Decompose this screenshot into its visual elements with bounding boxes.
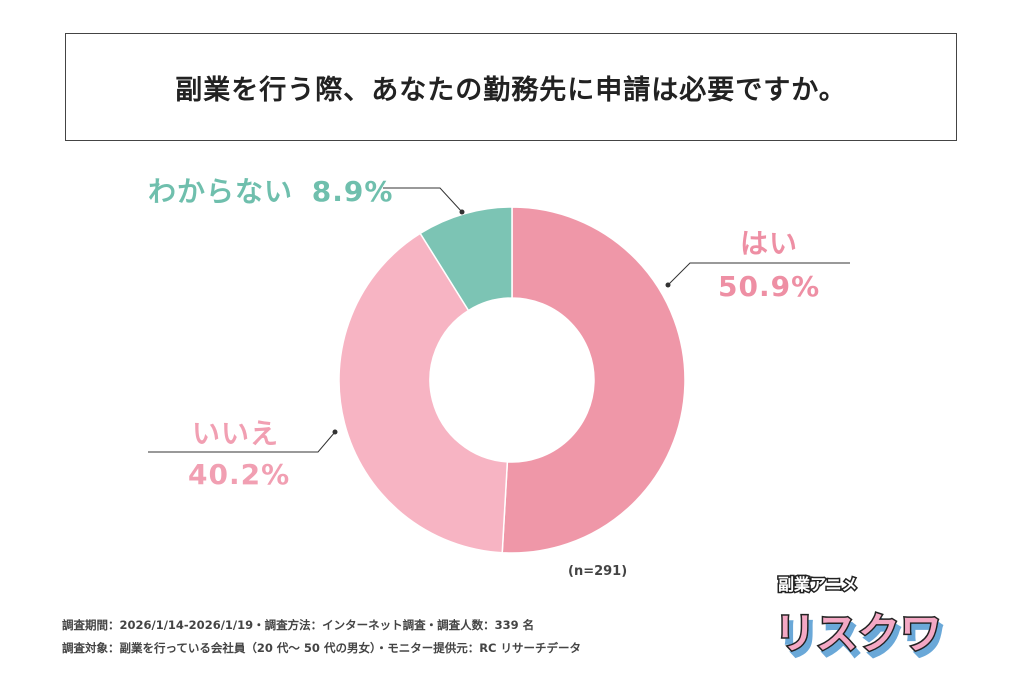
leader-dot-wakaranai bbox=[459, 209, 465, 215]
slice-label-hai: はい bbox=[740, 227, 799, 260]
leader-lines bbox=[148, 187, 850, 453]
leader-line-iie bbox=[148, 431, 336, 453]
slice-label: わからない bbox=[148, 175, 294, 208]
footer-line-2: 調査対象：副業を行っている会社員（20 代～ 50 代の男女）・モニター提供元：… bbox=[62, 641, 581, 655]
leader-dot-iie bbox=[332, 429, 338, 435]
leader-line-hai bbox=[667, 262, 850, 286]
leader-dot-hai bbox=[665, 282, 671, 288]
sample-size: (n=291) bbox=[568, 564, 628, 579]
logo-small-text: 副業アニメ bbox=[778, 575, 858, 594]
donut-slice-1 bbox=[338, 232, 509, 554]
leader-line-wakaranai bbox=[383, 187, 463, 213]
logo-big-text: リスクワ bbox=[774, 609, 942, 658]
title-box: 副業を行う際、あなたの勤務先に申請は必要ですか。 bbox=[65, 33, 957, 141]
slice-value: 8.9% bbox=[311, 175, 394, 208]
donut-slice-0 bbox=[501, 206, 686, 554]
risukuwa-logo: 副業アニメ リスクワ bbox=[773, 574, 944, 660]
donut-slice-2 bbox=[419, 206, 513, 312]
slice-value-hai: 50.9% bbox=[718, 270, 821, 303]
slice-label-iie: いいえ bbox=[192, 417, 280, 450]
chart-title: 副業を行う際、あなたの勤務先に申請は必要ですか。 bbox=[175, 74, 847, 106]
slice-value-iie: 40.2% bbox=[188, 458, 291, 491]
footer-line-1: 調査期間：2026/1/14-2026/1/19・調査方法：インターネット調査・… bbox=[62, 618, 535, 632]
label-wakaranai: わからない 8.9% bbox=[148, 170, 393, 210]
